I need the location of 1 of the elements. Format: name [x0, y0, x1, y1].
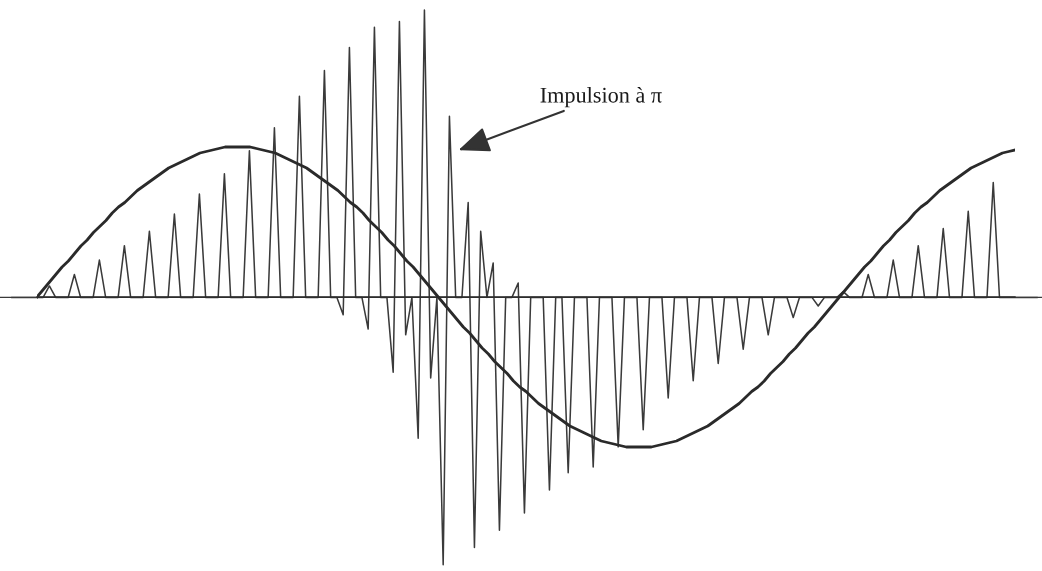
annotation: Impulsion à π	[540, 86, 662, 108]
